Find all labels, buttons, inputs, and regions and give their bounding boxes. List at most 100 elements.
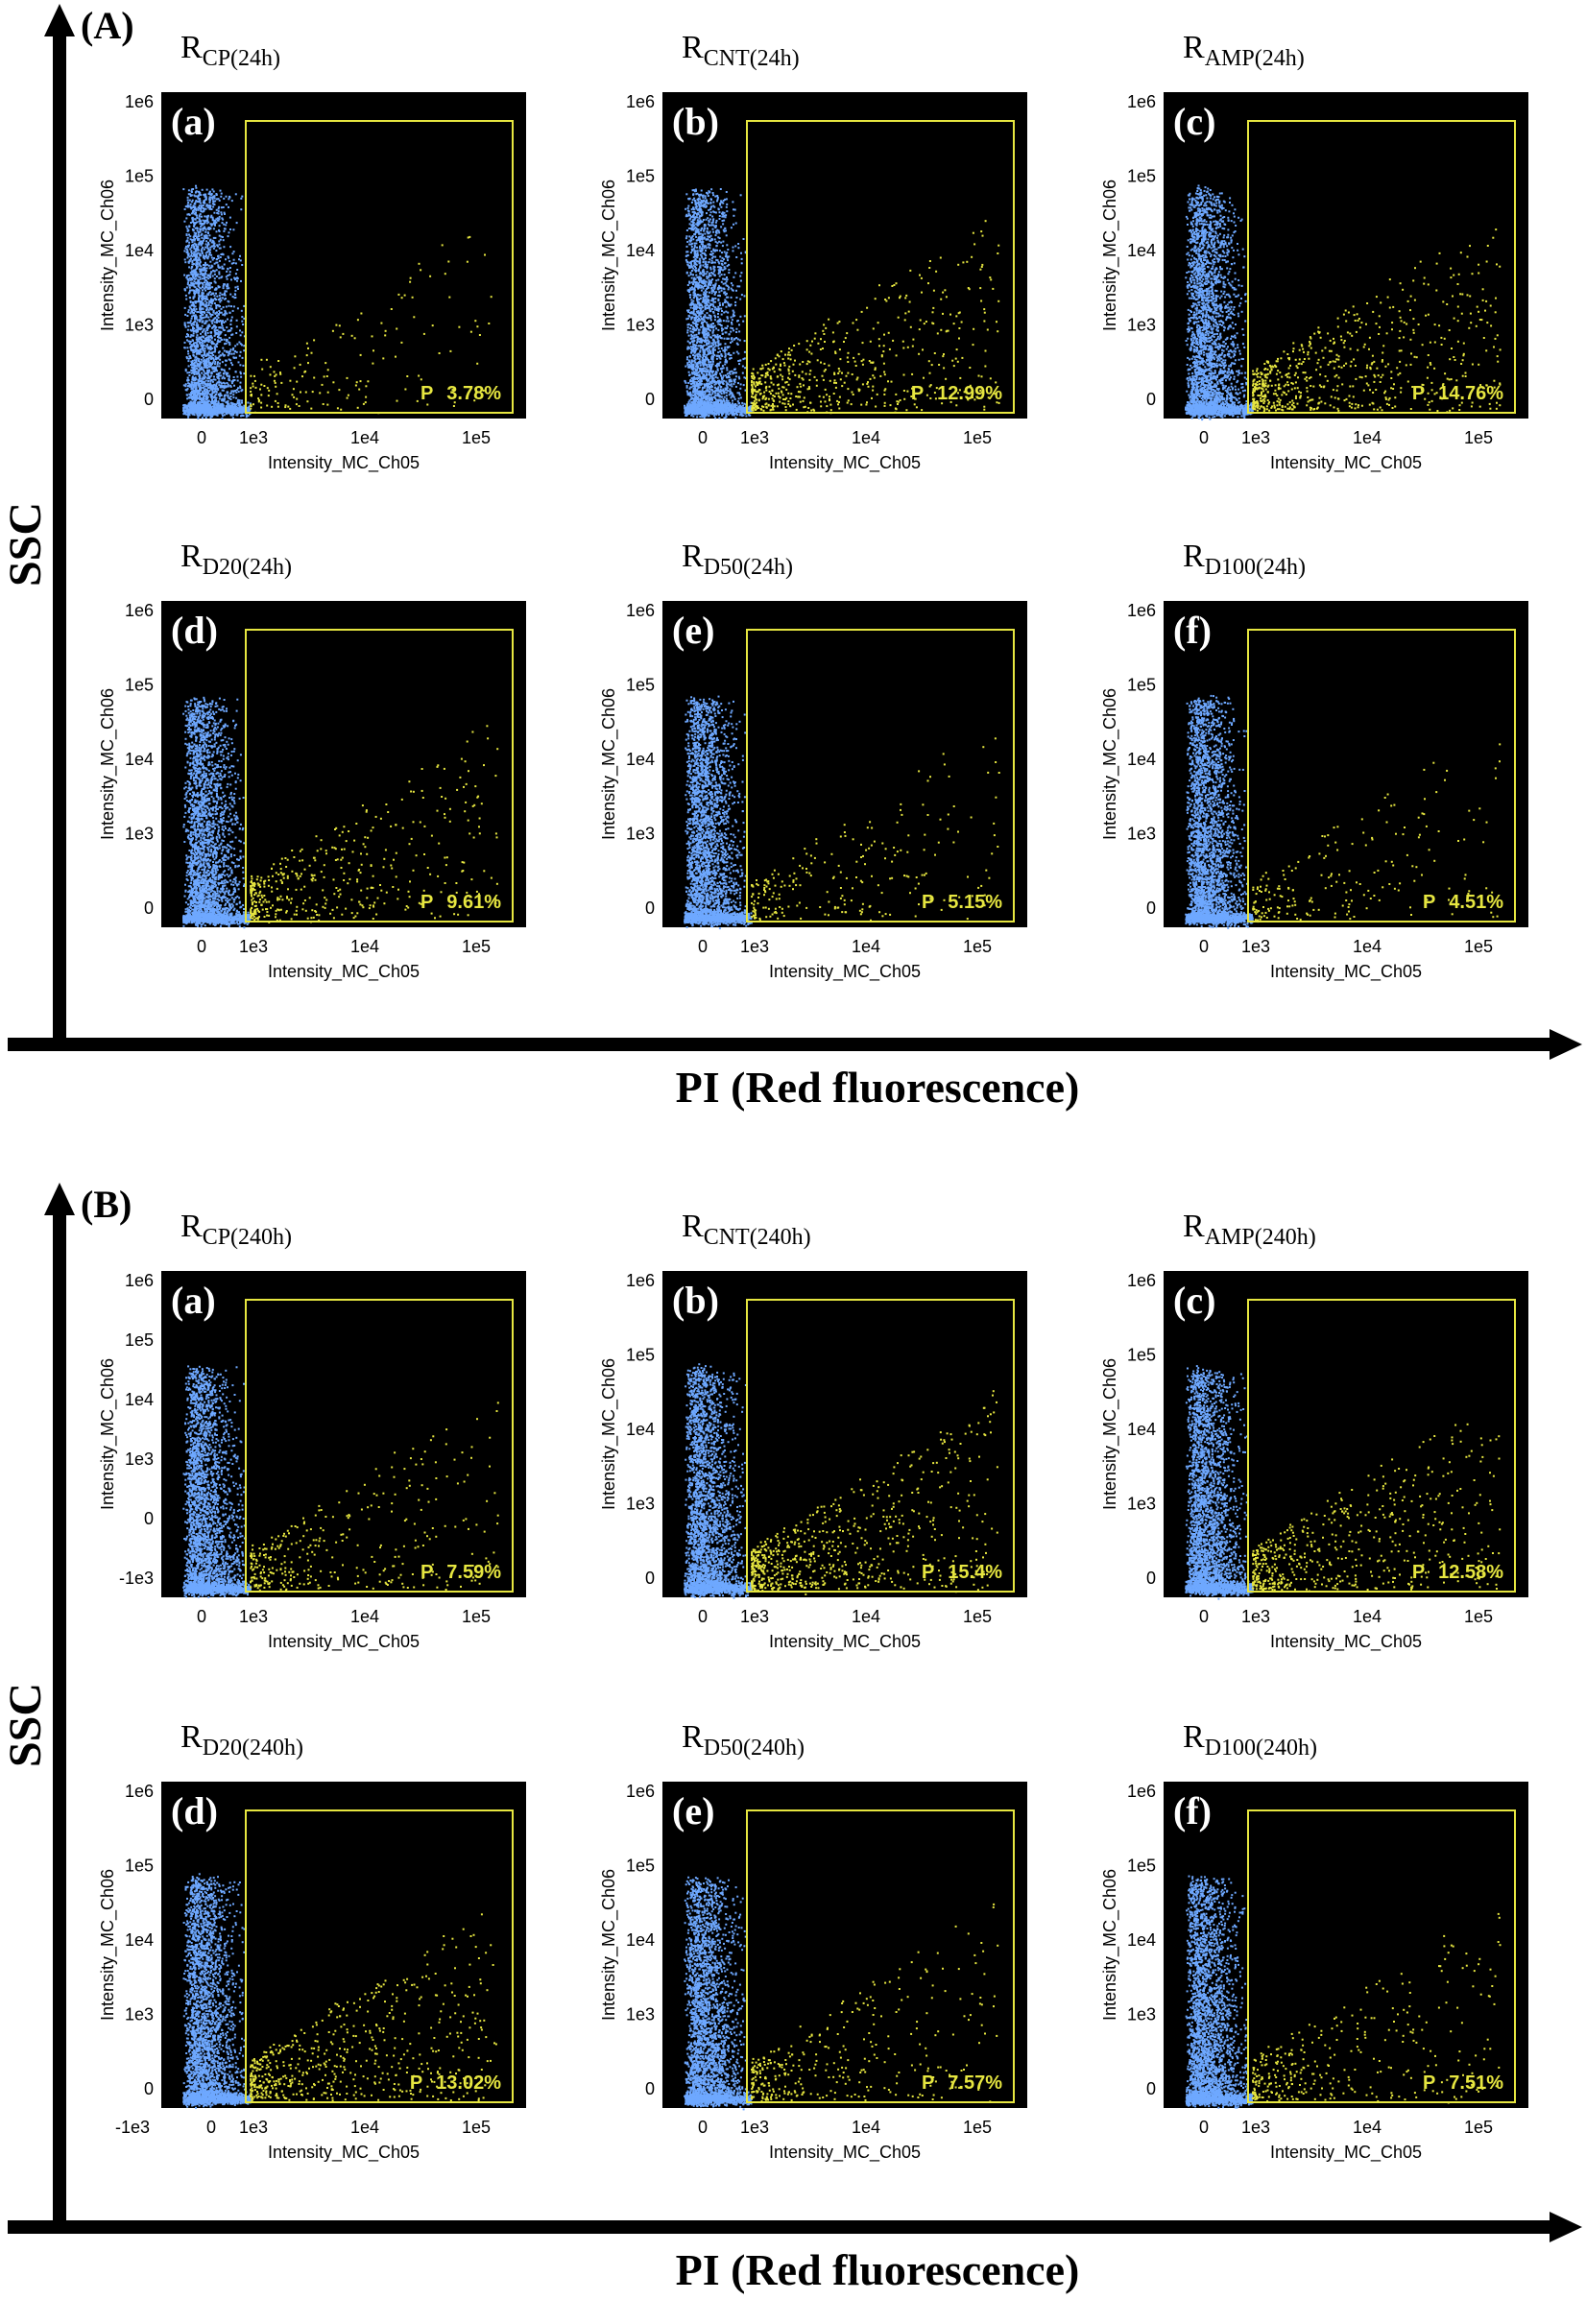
ungated-event-dot: [187, 282, 189, 284]
ungated-event-dot: [194, 395, 196, 396]
ungated-event-dot: [237, 380, 239, 382]
ungated-event-dot: [191, 201, 193, 203]
ungated-event-dot: [185, 226, 187, 228]
ungated-event-dot: [205, 208, 207, 210]
ungated-event-dot: [215, 288, 217, 290]
ungated-event-dot: [200, 254, 202, 256]
ungated-event-dot: [207, 332, 209, 334]
ungated-event-dot: [240, 259, 242, 261]
ungated-event-dot: [196, 331, 198, 333]
ungated-event-dot: [205, 346, 207, 347]
ungated-event-dot: [195, 185, 197, 187]
ungated-event-dot: [204, 323, 205, 324]
ungated-event-dot: [211, 208, 213, 210]
ungated-event-dot: [208, 265, 210, 267]
ungated-event-dot: [228, 351, 230, 353]
ungated-event-dot: [208, 338, 210, 340]
ungated-event-dot: [204, 270, 206, 272]
ungated-event-dot: [217, 374, 219, 376]
ungated-event-dot: [212, 217, 214, 219]
ungated-event-dot: [221, 193, 223, 195]
ungated-event-dot: [184, 342, 186, 344]
ungated-event-dot: [192, 354, 194, 356]
ungated-event-dot: [215, 307, 217, 309]
ungated-event-dot: [236, 325, 238, 327]
ungated-event-dot: [224, 414, 226, 416]
ungated-event-dot: [228, 235, 229, 237]
ungated-event-dot: [240, 198, 242, 200]
ungated-event-dot: [201, 216, 203, 218]
ungated-event-dot: [193, 298, 195, 299]
ungated-event-dot: [231, 200, 233, 202]
ungated-event-dot: [199, 361, 201, 363]
ungated-event-dot: [211, 398, 213, 400]
ungated-event-dot: [199, 341, 201, 343]
ungated-event-dot: [241, 310, 243, 312]
ungated-event-dot: [223, 372, 225, 374]
ungated-event-dot: [226, 196, 228, 198]
ungated-event-dot: [226, 285, 228, 287]
ungated-event-dot: [201, 273, 203, 275]
ungated-event-dot: [212, 385, 214, 387]
ungated-event-dot: [206, 215, 208, 217]
ungated-event-dot: [239, 364, 241, 366]
ungated-event-dot: [199, 366, 201, 368]
ungated-event-dot: [204, 300, 206, 302]
ungated-event-dot: [202, 292, 204, 294]
ungated-event-dot: [205, 417, 207, 419]
ungated-event-dot: [187, 311, 189, 313]
ungated-event-dot: [206, 222, 208, 224]
ungated-event-dot: [214, 270, 216, 272]
ungated-event-dot: [240, 382, 242, 384]
ungated-event-dot: [205, 228, 207, 230]
ungated-event-dot: [195, 289, 197, 291]
ungated-event-dot: [201, 372, 203, 374]
ungated-event-dot: [186, 379, 188, 381]
ungated-event-dot: [224, 343, 226, 345]
ungated-event-dot: [218, 384, 220, 386]
ungated-event-dot: [218, 326, 220, 328]
ungated-event-dot: [193, 309, 195, 311]
ungated-event-dot: [192, 301, 194, 303]
ungated-event-dot: [191, 245, 193, 247]
ungated-event-dot: [201, 359, 203, 361]
ungated-event-dot: [206, 321, 208, 323]
ungated-event-dot: [190, 341, 192, 343]
ungated-event-dot: [213, 396, 215, 398]
ungated-event-dot: [225, 360, 227, 362]
ungated-event-dot: [198, 195, 200, 197]
ungated-event-dot: [222, 268, 224, 270]
ungated-event-dot: [214, 295, 216, 297]
ungated-event-dot: [206, 235, 208, 237]
ungated-event-dot: [221, 323, 223, 325]
ungated-event-dot: [222, 327, 224, 329]
ungated-event-dot: [205, 296, 207, 298]
ungated-event-dot: [189, 322, 191, 323]
ungated-event-dot: [213, 378, 215, 380]
ungated-event-dot: [228, 344, 230, 346]
ungated-event-dot: [188, 279, 190, 281]
ungated-event-dot: [225, 290, 227, 292]
ungated-event-dot: [197, 259, 199, 261]
ungated-event-dot: [206, 189, 208, 191]
ungated-event-dot: [199, 401, 201, 403]
ungated-event-dot: [211, 246, 213, 248]
ungated-event-dot: [210, 352, 212, 354]
ungated-event-dot: [192, 375, 194, 377]
ungated-event-dot: [218, 274, 220, 276]
ungated-event-dot: [187, 246, 189, 248]
ungated-event-dot: [187, 360, 189, 362]
ungated-event-dot: [187, 353, 189, 355]
ungated-event-dot: [238, 361, 240, 363]
ungated-event-dot: [240, 280, 242, 282]
ungated-event-dot: [199, 370, 201, 371]
ungated-event-dot: [213, 310, 215, 312]
ungated-event-dot: [221, 213, 223, 215]
ungated-event-dot: [220, 276, 222, 278]
ungated-event-dot: [228, 312, 230, 314]
ungated-event-dot: [194, 258, 196, 260]
ungated-event-dot: [217, 264, 219, 266]
ungated-event-dot: [204, 228, 205, 229]
ungated-event-dot: [203, 194, 204, 196]
ungated-event-dot: [204, 347, 206, 349]
